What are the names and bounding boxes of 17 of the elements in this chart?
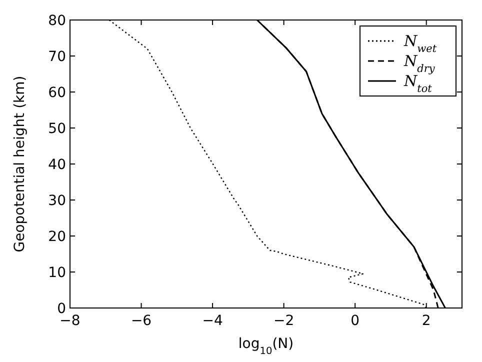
x-tick-label: 2 — [422, 313, 431, 329]
legend-label: N$_{dry}$ — [403, 52, 436, 75]
x-tick-label: −2 — [274, 313, 294, 329]
y-axis-title: Geopotential height (km) — [12, 76, 28, 252]
legend-label: N$_{wet}$ — [403, 32, 438, 55]
y-tick-label: 50 — [48, 121, 66, 137]
x-axis-title: log$_{10}$(N) — [238, 336, 294, 356]
y-tick-label: 80 — [48, 13, 66, 29]
y-tick-label: 60 — [48, 85, 66, 101]
y-tick-label: 40 — [48, 157, 66, 173]
x-tick-label: 0 — [350, 313, 360, 329]
y-tick-label: 30 — [48, 193, 66, 209]
y-tick-label: 10 — [48, 265, 66, 281]
y-tick-label: 20 — [48, 229, 66, 245]
y-tick-label: 70 — [48, 49, 66, 65]
x-tick-label: −6 — [130, 313, 152, 329]
x-tick-label: −4 — [202, 313, 223, 329]
